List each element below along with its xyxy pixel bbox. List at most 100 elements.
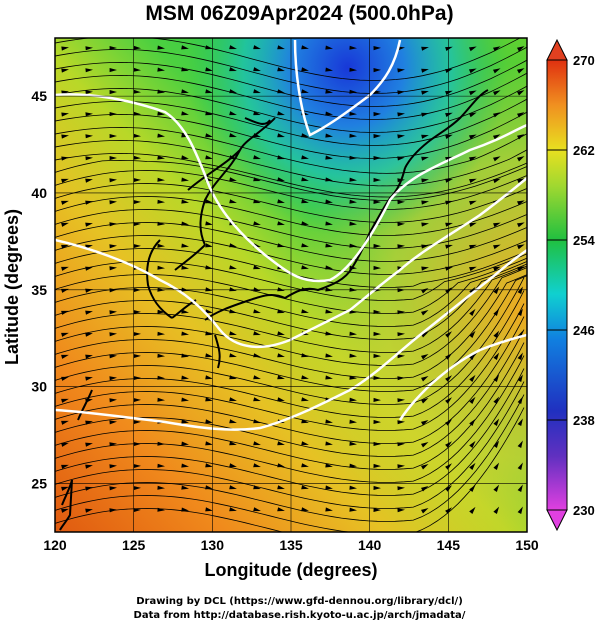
wind-arrow [469,440,476,448]
wind-arrow [133,111,141,116]
wind-arrow [349,331,357,336]
streamline [55,342,525,470]
wind-arrow [469,396,476,404]
wind-arrow [349,221,357,226]
wind-arrow [205,89,213,94]
wind-arrow [349,67,357,72]
wind-arrow [205,463,213,468]
wind-arrow [133,155,141,160]
wind-arrow [61,354,69,359]
wind-arrow [349,199,357,204]
wind-arrow [157,45,165,50]
wind-arrow [421,332,429,338]
wind-arrow [349,485,357,490]
wind-arrow [421,68,429,73]
wind-arrow [445,266,453,271]
streamline [55,222,527,262]
wind-arrow [373,419,381,424]
wind-arrow [277,287,285,292]
wind-arrow [373,353,381,358]
wind-arrow [397,134,405,139]
wind-arrow [301,507,309,512]
wind-arrow [325,155,333,160]
wind-arrow [181,221,189,226]
streamline [55,267,527,366]
wind-arrow [157,199,165,204]
wind-arrow [517,46,525,52]
wind-arrow [253,485,261,490]
wind-arrow [469,112,477,118]
wind-arrow [157,375,165,380]
wind-arrow [157,353,165,358]
wind-arrow [109,288,117,293]
wind-arrow [253,155,261,160]
wind-arrow [277,89,285,94]
wind-arrow [325,89,333,94]
wind-arrow [205,441,213,446]
wind-arrow [133,332,141,337]
wind-arrow [517,418,523,426]
wind-arrow [85,464,93,469]
wind-arrow [61,376,69,381]
wind-arrow [61,112,69,117]
wind-arrow [493,440,500,448]
wind-arrow [229,111,237,116]
wind-arrow [61,310,69,315]
wind-arrow [397,332,405,337]
wind-arrow [181,243,189,248]
wind-arrow [157,67,165,72]
y-tick-label: 25 [31,476,47,492]
streamline [55,265,527,353]
wind-arrow [277,309,285,314]
wind-arrow [181,309,189,314]
chart-title: MSM 06Z09Apr2024 (500.0hPa) [145,2,454,25]
wind-arrow [277,243,285,248]
streamline [55,38,521,81]
wind-arrow [517,352,523,360]
wind-arrow [469,462,476,470]
wind-arrow [85,200,93,205]
wind-arrow [109,420,117,425]
wind-arrow [181,485,189,490]
wind-arrow [205,243,213,248]
wind-arrow [493,374,500,382]
wind-arrow [133,442,141,447]
wind-arrow [157,397,165,402]
wind-arrow [373,397,381,402]
wind-arrow [373,485,381,490]
streamline [55,253,527,301]
wind-arrow [301,221,309,226]
wind-arrow [469,308,476,316]
y-tick-label: 40 [31,185,47,201]
wind-arrow [469,134,477,140]
wind-arrow [493,484,500,492]
map-plot-area [55,38,527,532]
wind-arrow [421,398,429,404]
wind-arrow [253,375,261,380]
wind-arrow [493,156,501,162]
wind-arrow [109,354,117,359]
wind-arrow [373,265,381,270]
wind-arrow [301,397,309,402]
wind-arrow [205,309,213,314]
wind-arrow [493,418,500,426]
colorbar-tick-label: 230 [573,503,595,518]
wind-arrow [277,331,285,336]
wind-arrow [61,464,69,469]
wind-arrow [109,222,117,227]
x-tick-label: 140 [358,537,382,553]
wind-arrow [85,310,93,315]
x-tick-label: 130 [201,537,225,553]
wind-arrow [493,330,500,338]
wind-arrow [325,419,333,424]
wind-arrow [157,89,165,94]
wind-arrow [157,177,165,182]
wind-arrow [205,485,213,490]
wind-arrow [301,199,309,204]
wind-arrow [325,221,333,226]
wind-arrow [325,331,333,336]
wind-arrow [421,266,429,271]
wind-arrow [397,486,405,491]
wind-arrow [493,68,501,74]
wind-arrow [397,200,405,205]
